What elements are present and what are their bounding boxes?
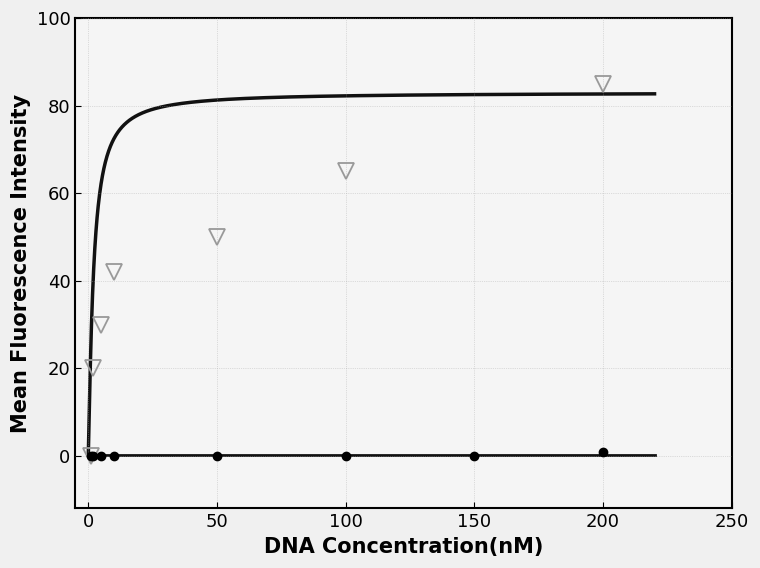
X-axis label: DNA Concentration(nM): DNA Concentration(nM)	[264, 537, 543, 557]
Y-axis label: Mean Fluorescence Intensity: Mean Fluorescence Intensity	[11, 94, 31, 433]
